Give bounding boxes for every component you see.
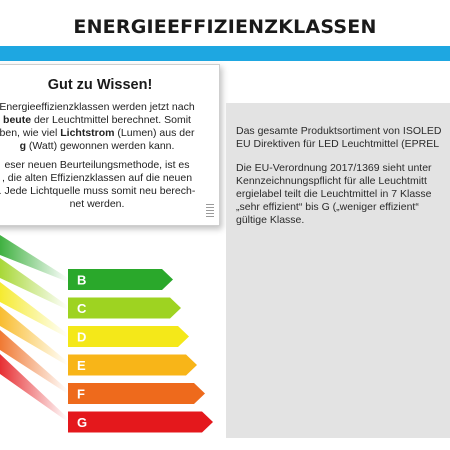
info-text-run: (Lumen) aus der [114, 127, 195, 139]
scroll-grip-icon[interactable] [206, 203, 214, 217]
energy-class-letter-g: G [77, 415, 87, 430]
energy-class-arrow-d [68, 326, 189, 347]
info-line: eser neuen Beurteilungsmethode, ist es [4, 159, 190, 171]
info-text-run: (Watt) gewonnen werden kann. [25, 140, 175, 152]
panel-line: Das gesamte Produktsortiment von ISOLED [236, 125, 442, 137]
header-accent-stripe [0, 46, 450, 61]
info-line: ben, wie viel Lichtstrom (Lumen) aus der [0, 127, 213, 140]
energy-class-arrow-g [68, 411, 213, 433]
panel-line: EU Direktiven für LED Leuchtmittel (EPRE… [236, 138, 440, 150]
energy-class-arrow-c [68, 297, 181, 319]
panel-line: Die EU-Verordnung 2017/1369 sieht unter [236, 162, 432, 174]
energy-class-letter-c: C [77, 301, 87, 316]
energy-class-letter-d: D [77, 330, 86, 345]
energy-class-letter-f: F [77, 387, 85, 402]
info-bold-text: Lichtstrom [60, 127, 115, 139]
fan-ray [0, 330, 68, 394]
panel-line: Kennzeichnungspflicht für alle Leuchtmit… [236, 175, 427, 187]
info-box: Gut zu Wissen! Energieeffizienzklassen w… [0, 64, 220, 226]
panel-line: ergielabel teilt die Leuchtmittel in 7 K… [236, 188, 432, 200]
info-line: net werden. [69, 198, 125, 210]
info-line: , die alten Effizienzklassen auf die neu… [1, 172, 193, 184]
header: ENERGIEEFFIZIENZKLASSEN [0, 0, 450, 46]
fan-ray [0, 282, 68, 338]
panel-text: Das gesamte Produktsortiment von ISOLED … [236, 125, 450, 227]
info-heading: Gut zu Wissen! [47, 77, 153, 93]
info-line: Energieeffizienzklassen werden jetzt nac… [0, 101, 195, 113]
description-panel: Das gesamte Produktsortiment von ISOLED … [226, 103, 450, 438]
info-text: Energieeffizienzklassen werden jetzt nac… [0, 101, 213, 211]
page-title: ENERGIEEFFIZIENZKLASSEN [73, 16, 377, 38]
info-text-run: ben, wie viel [0, 127, 61, 139]
fan-ray [0, 306, 68, 366]
info-line: beute der Leuchtmittel berechnet. Somit [0, 114, 213, 127]
info-text-run: der Leuchtmittel berechnet. Somit [31, 114, 191, 126]
energy-class-letter-e: E [77, 358, 86, 373]
info-line: . Jede Lichtquelle muss somit neu berech… [0, 185, 196, 197]
fan-ray [0, 235, 68, 282]
panel-line: gültige Klasse. [236, 214, 305, 226]
fan-ray [0, 354, 68, 422]
fan-ray [0, 258, 68, 310]
energy-class-arrow-f [68, 383, 205, 404]
energy-class-letter-b: B [77, 273, 86, 288]
info-bold-text: g [19, 140, 26, 152]
light-fan [0, 235, 68, 422]
info-line: g (Watt) gewonnen werden kann. [0, 140, 213, 153]
energy-class-arrow-e [68, 354, 197, 376]
info-bold-text: beute [3, 114, 32, 126]
panel-line: „sehr effizient“ bis G („weniger effizie… [236, 201, 419, 213]
energy-class-arrow-b [68, 269, 173, 290]
